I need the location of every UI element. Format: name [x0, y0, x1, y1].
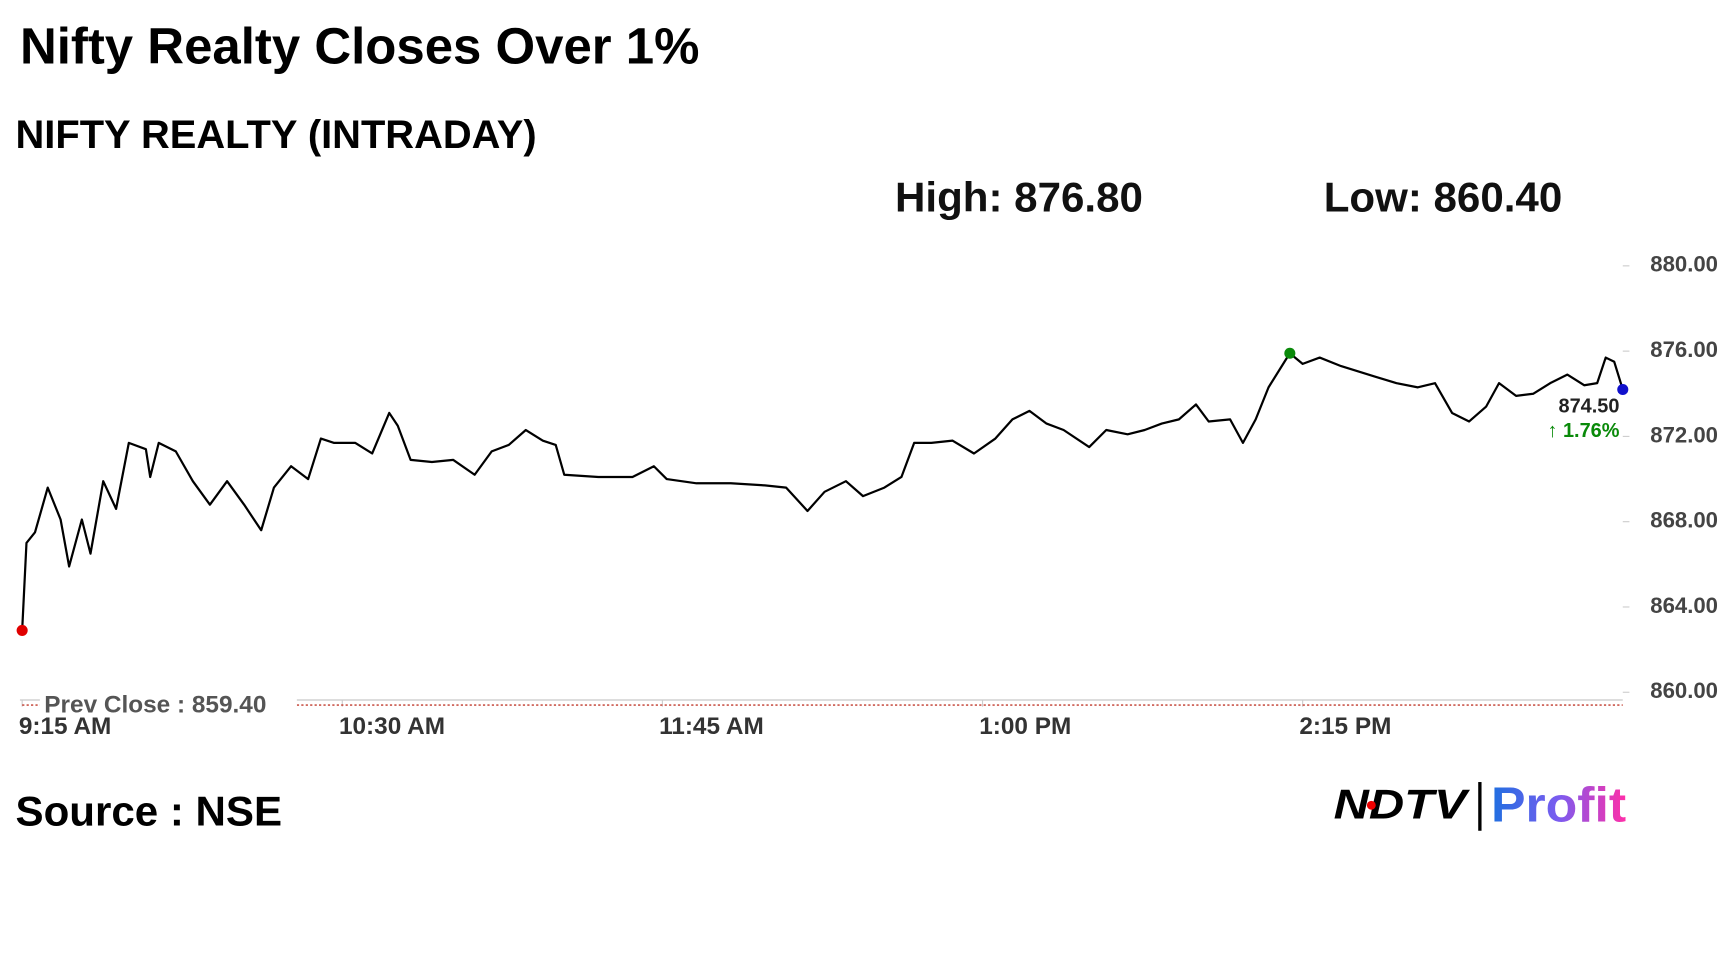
y-tick-label: 876.00: [1650, 337, 1718, 362]
reference-label: Prev Close : 859.40: [44, 692, 266, 719]
source: Source : NSE: [16, 787, 283, 834]
point-marker: [1617, 383, 1629, 396]
reference-label-bg: [39, 689, 297, 717]
y-tick-label: 880.00: [1650, 252, 1718, 277]
chart-subtitle: NIFTY REALTY (INTRADAY): [16, 113, 537, 157]
x-tick-label: 2:15 PM: [1299, 713, 1391, 740]
high-label: High: 876.80: [895, 174, 1143, 221]
line: [21, 352, 1624, 631]
last-value-label: 874.50: [1559, 395, 1620, 417]
x-tick-label: 1:00 PM: [979, 713, 1071, 740]
y-tick-label: 872.00: [1650, 422, 1718, 447]
y-tick-label: 868.00: [1650, 508, 1718, 533]
x-tick-label: 11:45 AM: [659, 713, 764, 740]
logo-profit: Profit: [1491, 778, 1626, 832]
y-tick-label: 860.00: [1650, 678, 1718, 703]
x-tick-label: 10:30 AM: [339, 713, 445, 740]
y-tick-label: 864.00: [1650, 593, 1718, 618]
point-marker: [1284, 347, 1296, 359]
low-label: Low: 860.40: [1324, 174, 1563, 221]
chart-title: Nifty Realty Closes Over 1%: [20, 17, 699, 74]
change-label: ↑ 1.76%: [1547, 420, 1619, 442]
x-tick-label: 9:15 AM: [19, 713, 112, 740]
logo-ndtv: NDTV: [1334, 781, 1470, 828]
point-marker: [16, 624, 28, 636]
logo-dot: [1366, 800, 1376, 810]
